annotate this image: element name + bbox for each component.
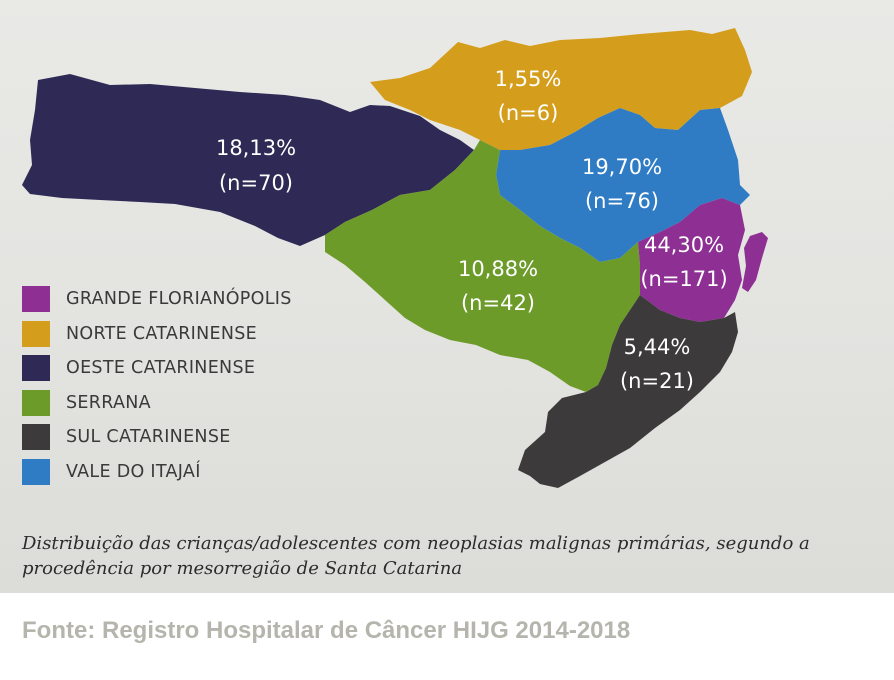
legend-item: GRANDE FLORIANÓPOLIS	[22, 282, 292, 317]
legend-item: SUL CATARINENSE	[22, 420, 292, 455]
santa-catarina-map: 18,13% (n=70) 1,55% (n=6) 19,70% (n=76) …	[22, 28, 768, 488]
region-serrana	[325, 140, 640, 392]
legend-swatch	[22, 355, 50, 382]
oeste-pct: 18,13%	[216, 136, 296, 160]
legend-swatch	[22, 286, 50, 313]
legend-label: VALE DO ITAJAÍ	[66, 461, 201, 482]
grande-count: (n=171)	[640, 267, 727, 291]
region-oeste	[22, 74, 474, 246]
region-norte	[370, 28, 752, 150]
region-grande-island	[742, 232, 768, 292]
region-vale	[496, 108, 750, 262]
vale-pct: 19,70%	[582, 155, 662, 179]
legend-item: OESTE CATARINENSE	[22, 351, 292, 386]
legend-item: VALE DO ITAJAÍ	[22, 455, 292, 490]
map-figure: 18,13% (n=70) 1,55% (n=6) 19,70% (n=76) …	[0, 0, 894, 593]
legend-label: GRANDE FLORIANÓPOLIS	[66, 289, 292, 310]
figure-caption: Distribuição das crianças/adolescentes c…	[22, 533, 810, 579]
legend-swatch	[22, 424, 50, 451]
legend-item: NORTE CATARINENSE	[22, 317, 292, 352]
sul-count: (n=21)	[620, 369, 694, 393]
vale-count: (n=76)	[585, 189, 659, 213]
grande-pct: 44,30%	[644, 233, 724, 257]
region-sul	[518, 295, 738, 488]
legend-swatch	[22, 458, 50, 485]
serrana-pct: 10,88%	[458, 257, 538, 281]
legend-label: SUL CATARINENSE	[66, 427, 231, 448]
map-legend: GRANDE FLORIANÓPOLIS NORTE CATARINENSE OES…	[22, 282, 292, 489]
legend-swatch	[22, 389, 50, 416]
oeste-count: (n=70)	[219, 171, 293, 195]
sul-pct: 5,44%	[624, 335, 691, 359]
legend-label: OESTE CATARINENSE	[66, 358, 256, 379]
legend-item: SERRANA	[22, 386, 292, 421]
legend-label: SERRANA	[66, 392, 151, 413]
region-grande	[638, 198, 745, 322]
norte-count: (n=6)	[498, 101, 559, 125]
legend-label: NORTE CATARINENSE	[66, 323, 258, 344]
norte-pct: 1,55%	[495, 67, 562, 91]
legend-swatch	[22, 320, 50, 347]
source-note: Fonte: Registro Hospitalar de Câncer HIJ…	[22, 617, 631, 644]
serrana-count: (n=42)	[461, 291, 535, 315]
